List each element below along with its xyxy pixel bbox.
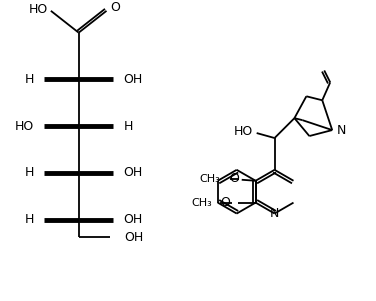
Text: HO: HO: [28, 3, 48, 16]
Text: H: H: [123, 119, 133, 133]
Text: N: N: [337, 124, 347, 137]
Text: OH: OH: [123, 166, 143, 179]
Text: OH: OH: [123, 73, 143, 86]
Text: O: O: [229, 172, 239, 185]
Text: O: O: [220, 196, 230, 209]
Text: O: O: [111, 1, 120, 14]
Text: OH: OH: [124, 231, 144, 244]
Text: H: H: [24, 73, 34, 86]
Text: HO: HO: [15, 119, 34, 133]
Text: HO: HO: [234, 125, 253, 138]
Text: N: N: [270, 207, 279, 220]
Text: CH₃: CH₃: [199, 174, 220, 184]
Text: H: H: [24, 166, 34, 179]
Text: OH: OH: [123, 213, 143, 226]
Text: CH₃: CH₃: [191, 198, 212, 208]
Text: H: H: [24, 213, 34, 226]
